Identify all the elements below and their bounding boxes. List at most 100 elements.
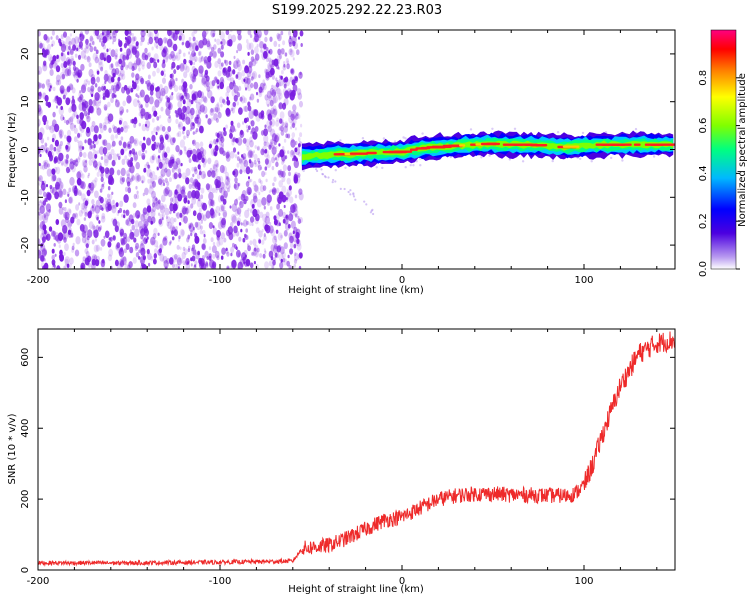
noise-cell [205,262,209,268]
noise-cell [54,123,60,133]
noise-cell [97,94,102,100]
noise-cell [54,253,57,257]
noise-cell [99,188,103,193]
noise-cell [115,53,118,58]
noise-cell [62,265,66,269]
noise-cell [93,225,96,230]
noise-cell [193,166,197,172]
noise-cell [294,147,298,153]
noise-cell [100,238,106,247]
noise-cell [206,85,211,92]
faint-point [419,157,422,160]
noise-cell [287,150,290,155]
noise-cell [100,183,105,190]
noise-cell [205,210,211,219]
noise-cell [267,113,273,121]
noise-cell [210,148,216,156]
noise-cell [74,124,77,128]
noise-cell [121,177,126,183]
noise-cell [195,221,202,231]
noise-cell [101,86,104,91]
noise-cell [167,126,172,133]
noise-cell [194,235,200,244]
noise-cell [134,220,140,228]
noise-cell [121,109,124,113]
noise-cell [114,259,119,267]
noise-cell [177,193,183,202]
noise-cell [198,98,202,105]
noise-cell [241,70,246,77]
noise-cell [150,256,154,261]
noise-cell [220,219,226,228]
noise-cell [185,40,191,49]
noise-cell [187,245,191,250]
noise-cell [283,125,289,133]
noise-cell [216,255,220,261]
noise-cell [280,30,284,36]
noise-cell [232,147,237,153]
noise-cell [198,50,202,56]
noise-cell [157,158,161,164]
noise-cell [181,229,185,236]
noise-cell [150,176,155,184]
noise-cell [146,168,152,178]
noise-cell [191,247,194,252]
noise-cell [251,72,256,79]
noise-cell [146,137,152,146]
noise-cell [52,86,56,92]
noise-cell [252,247,258,256]
noise-cell [253,153,258,161]
noise-cell [56,144,62,153]
noise-cell [75,158,78,163]
noise-cell [232,232,236,237]
faint-point [508,158,511,161]
noise-cell [211,169,214,175]
noise-cell [202,229,206,236]
noise-cell [273,219,278,226]
faint-point [610,156,613,160]
noise-cell [132,80,134,84]
streak-point [324,176,327,179]
faint-point [469,128,473,131]
noise-cell [96,216,99,221]
noise-cell [129,231,135,240]
noise-cell [120,126,124,132]
noise-cell [38,238,41,246]
noise-cell [95,244,100,252]
noise-cell [278,222,281,227]
noise-cell [173,69,177,75]
noise-cell [145,150,148,154]
noise-cell [103,57,107,62]
faint-point [412,164,415,167]
noise-cell [95,104,100,111]
noise-cell [279,262,284,269]
noise-cell [171,92,174,96]
noise-cell [84,209,88,215]
noise-cell [294,115,298,120]
noise-cell [275,119,280,127]
noise-cell [84,139,87,144]
noise-cell [296,238,300,244]
noise-cell [249,140,254,148]
noise-cell [163,85,169,95]
noise-cell [231,34,237,43]
noise-cell [294,30,299,34]
noise-cell [62,66,67,74]
noise-cell [161,125,166,132]
noise-cell [221,217,227,226]
noise-cell [254,145,257,149]
faint-point [402,136,405,139]
noise-cell [168,53,173,60]
noise-cell [230,252,233,257]
noise-cell [38,118,41,127]
noise-cell [50,36,53,40]
noise-cell [112,35,117,43]
noise-cell [272,182,275,187]
noise-cell [65,144,69,150]
noise-cell [238,157,243,165]
noise-cell [156,245,159,249]
noise-cell [197,197,201,202]
noise-cell [38,82,43,89]
noise-cell [45,124,50,130]
noise-cell [63,88,68,96]
